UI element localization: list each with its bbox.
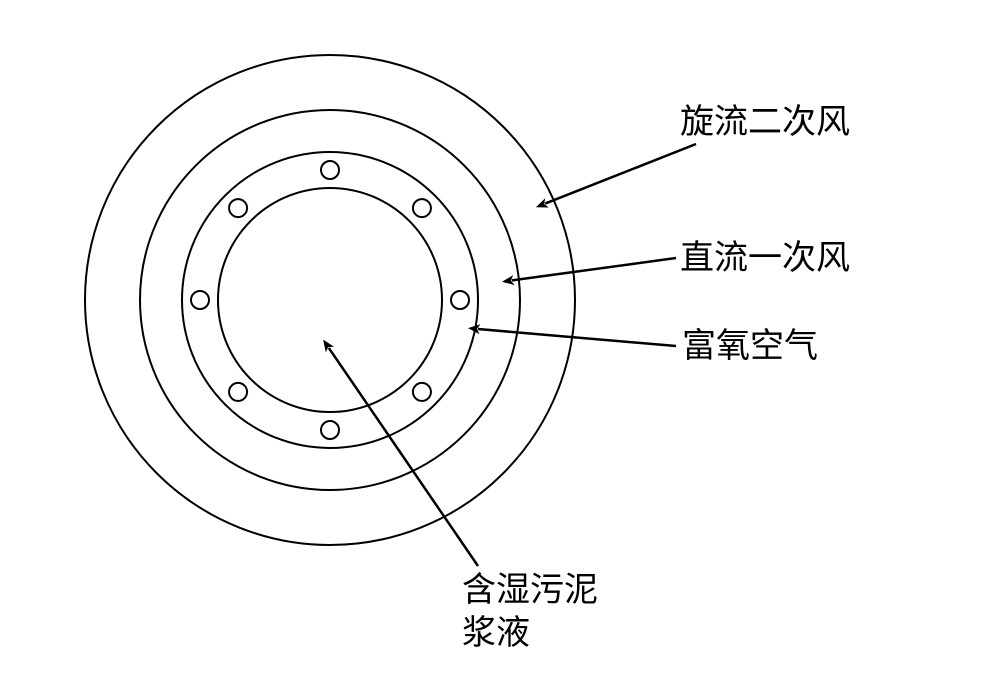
hole-3 — [413, 383, 431, 401]
label-primary_air: 直流一次风 — [680, 238, 850, 281]
ring-3 — [218, 188, 442, 412]
hole-5 — [229, 383, 247, 401]
hole-6 — [191, 291, 209, 309]
label-slurry: 含湿污泥 浆液 — [462, 570, 598, 655]
label-secondary_air: 旋流二次风 — [680, 102, 850, 145]
ring-2 — [182, 152, 478, 448]
diagram-canvas: 旋流二次风直流一次风富氧空气含湿污泥 浆液 — [0, 0, 1000, 680]
ring-1 — [140, 110, 520, 490]
ring-0 — [85, 55, 575, 545]
hole-0 — [321, 161, 339, 179]
arrow-oxy_air — [478, 329, 676, 346]
hole-7 — [229, 199, 247, 217]
hole-4 — [321, 421, 339, 439]
small-holes-ring — [191, 161, 469, 439]
label-oxy_air: 富氧空气 — [682, 326, 818, 369]
arrow-primary_air — [512, 258, 676, 280]
arrow-secondary_air — [545, 144, 696, 204]
concentric-circles — [85, 55, 575, 545]
hole-2 — [451, 291, 469, 309]
hole-1 — [413, 199, 431, 217]
